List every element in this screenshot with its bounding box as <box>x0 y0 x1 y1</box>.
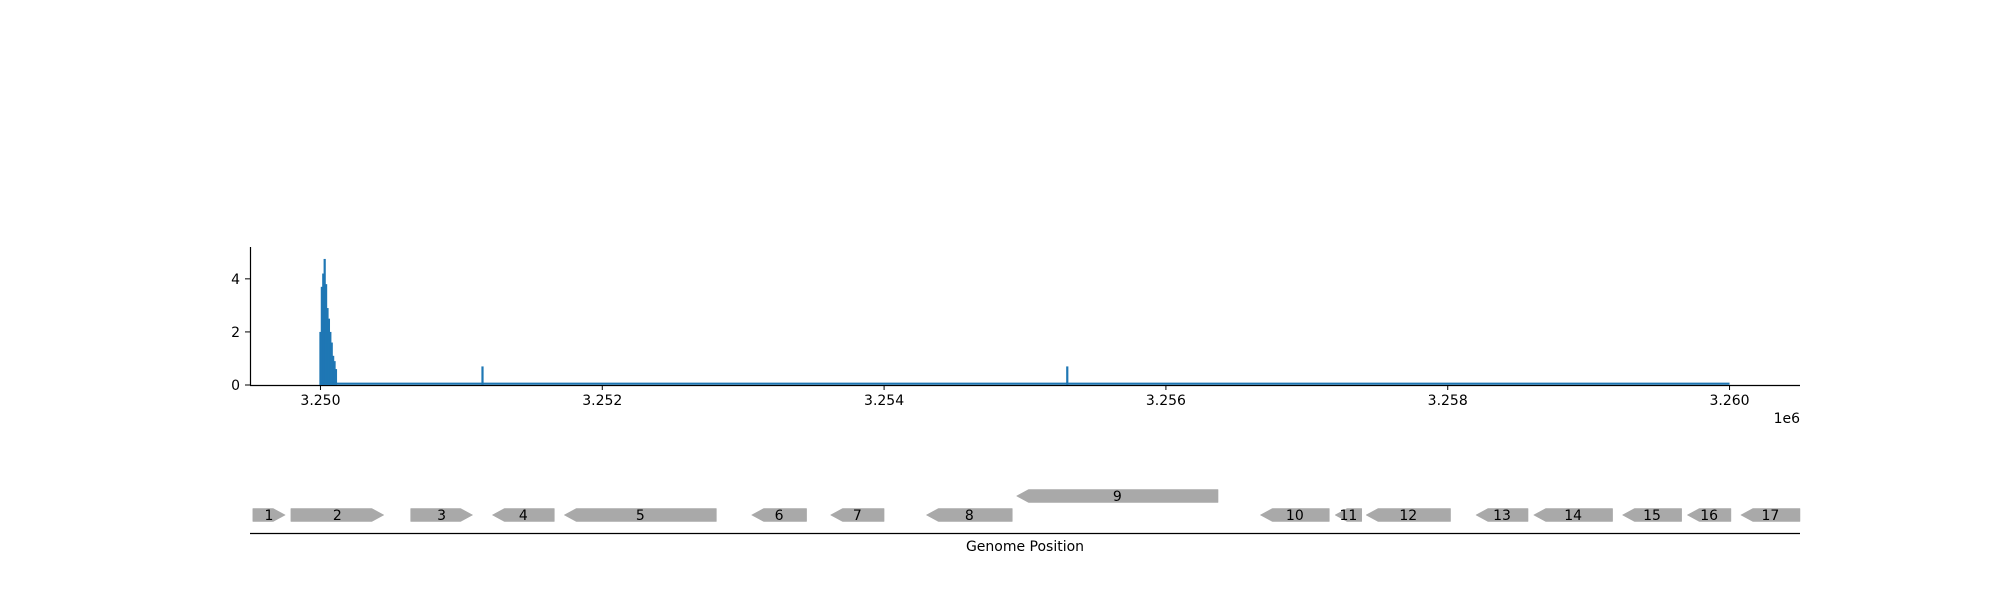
gene-label: 1 <box>265 508 274 524</box>
gene-arrow <box>1259 508 1330 522</box>
gene-map-xlabel: Genome Position <box>966 539 1084 555</box>
x-tick-label: 3.256 <box>1146 393 1186 409</box>
coverage-plot: 0 2 4 3.250 3.252 3.254 3.256 3.258 3.260 1e6 <box>231 247 1800 427</box>
x-tick-group: 3.250 3.252 3.254 3.256 3.258 3.260 <box>300 385 1750 409</box>
gene-label: 7 <box>853 508 862 524</box>
coverage-bar <box>1066 366 1069 385</box>
coverage-bar <box>319 331 322 385</box>
gene-label: 5 <box>636 508 645 524</box>
gene-arrow <box>1621 508 1682 522</box>
gene-label: 17 <box>1761 508 1779 524</box>
x-tick-label: 3.254 <box>864 393 904 409</box>
x-tick-label: 3.250 <box>300 393 340 409</box>
coverage-bar <box>320 286 323 385</box>
coverage-bar <box>322 273 325 385</box>
x-tick-label: 3.260 <box>1709 393 1749 409</box>
gene-arrow <box>830 508 885 522</box>
coverage-bar <box>327 318 331 385</box>
gene-arrow <box>491 508 555 522</box>
gene-label: 15 <box>1643 508 1661 524</box>
coverage-bar <box>333 361 336 385</box>
gene-arrow <box>1016 489 1219 503</box>
y-tick-label: 0 <box>231 378 240 394</box>
gene-arrow <box>1475 508 1529 522</box>
y-tick-label: 2 <box>231 325 240 341</box>
gene-arrow <box>252 508 286 522</box>
gene-label: 8 <box>965 508 974 524</box>
gene-label: 9 <box>1113 489 1122 505</box>
gene-label: 6 <box>775 508 784 524</box>
coverage-bar <box>330 342 333 385</box>
gene-label: 2 <box>333 508 342 524</box>
gene-arrow <box>1686 508 1732 522</box>
coverage-bar <box>324 284 328 385</box>
gene-label: 12 <box>1399 508 1417 524</box>
coverage-bars <box>319 258 1730 385</box>
gene-label: 3 <box>437 508 446 524</box>
gene-label: 16 <box>1700 508 1718 524</box>
gene-arrow <box>925 508 1013 522</box>
y-tick-label: 4 <box>231 272 240 288</box>
x-tick-label: 3.252 <box>582 393 622 409</box>
coverage-bar <box>323 258 326 385</box>
gene-arrow <box>751 508 807 522</box>
coverage-bar <box>329 331 332 385</box>
y-tick-group: 0 2 4 <box>231 272 250 394</box>
x-tick-label: 3.258 <box>1428 393 1468 409</box>
gene-arrow <box>290 508 385 522</box>
coverage-bar <box>481 366 484 385</box>
gene-arrow <box>563 508 717 522</box>
gene-arrow <box>1740 508 1801 522</box>
gene-label: 11 <box>1339 508 1357 524</box>
gene-arrow <box>1365 508 1451 522</box>
coverage-bar <box>332 355 335 385</box>
gene-label: 10 <box>1286 508 1304 524</box>
x-offset-label: 1e6 <box>1774 411 1801 427</box>
gene-arrow <box>410 508 474 522</box>
gene-arrow <box>1334 508 1363 522</box>
gene-arrow <box>1533 508 1613 522</box>
coverage-bar <box>334 369 338 385</box>
gene-label: 4 <box>519 508 528 524</box>
coverage-bar <box>326 308 329 385</box>
gene-label: 13 <box>1493 508 1511 524</box>
gene-label: 14 <box>1564 508 1582 524</box>
